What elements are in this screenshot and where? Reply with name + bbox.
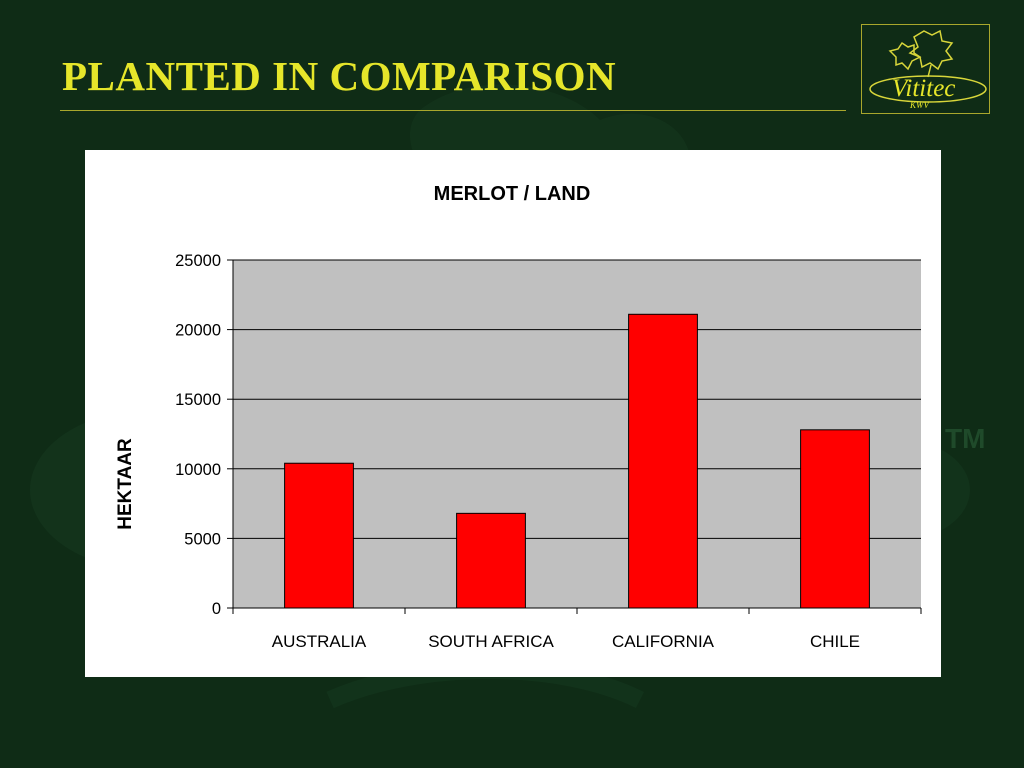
bar-california bbox=[628, 313, 698, 609]
x-category-label: AUSTRALIA bbox=[272, 632, 367, 651]
bar-australia bbox=[284, 462, 354, 609]
bar-chart: MERLOT / LAND HEKTAAR 0 5000 10000 15000 200… bbox=[115, 183, 922, 651]
logo-swoosh bbox=[869, 75, 987, 103]
bar-chile bbox=[800, 429, 870, 609]
chart-title: MERLOT / LAND bbox=[434, 183, 591, 205]
logo-text: Vititec bbox=[892, 75, 955, 102]
slide-title: PLANTED IN COMPARISON bbox=[62, 53, 617, 99]
y-tick-label: 0 bbox=[212, 600, 221, 618]
y-tick-label: 5000 bbox=[184, 530, 221, 548]
y-tick-label: 20000 bbox=[175, 322, 221, 340]
y-tick-label: 25000 bbox=[175, 252, 221, 270]
bar-south-africa bbox=[456, 512, 526, 609]
grape-leaf-icon bbox=[888, 29, 954, 78]
x-category-label: CHILE bbox=[810, 632, 860, 651]
y-tick-label: 15000 bbox=[175, 391, 221, 409]
svg-text:TM: TM bbox=[945, 423, 985, 454]
x-category-label: SOUTH AFRICA bbox=[428, 632, 554, 651]
logo-subtext: KWV bbox=[909, 100, 931, 110]
chart-panel: MERLOT / LAND HEKTAAR 0 5000 10000 15000 200… bbox=[85, 150, 941, 677]
x-category-label: CALIFORNIA bbox=[612, 632, 715, 651]
y-tick-label: 10000 bbox=[175, 461, 221, 479]
title-divider bbox=[60, 110, 846, 111]
y-axis-label: HEKTAAR bbox=[115, 438, 136, 530]
vititec-logo: Vititec KWV bbox=[861, 24, 990, 114]
